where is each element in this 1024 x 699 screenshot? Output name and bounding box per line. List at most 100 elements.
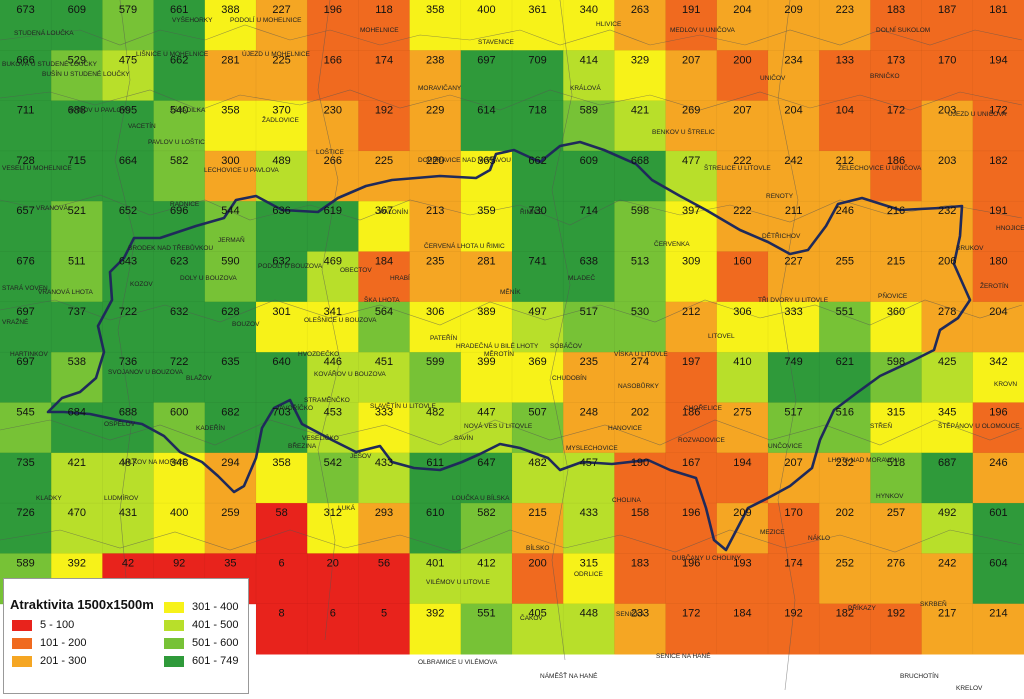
- grid-cell-value: 604: [989, 557, 1007, 569]
- grid-cell: [614, 352, 667, 403]
- place-label: HNOJICE: [996, 225, 1024, 232]
- grid-cell: [102, 452, 155, 504]
- grid-cell: [307, 402, 359, 454]
- grid-cell-value: 341: [324, 306, 342, 318]
- place-label: VESELIČKO: [302, 433, 339, 442]
- grid-cell: [716, 251, 769, 303]
- grid-cell-value: 388: [221, 4, 239, 16]
- grid-cell-value: 248: [580, 407, 598, 419]
- grid-cell: [0, 352, 52, 403]
- grid-cell-value: 196: [989, 407, 1007, 419]
- place-label: PAVLOV U LOŠTIC: [148, 137, 205, 146]
- grid-cell: [307, 352, 359, 403]
- grid-cell: [921, 402, 974, 454]
- grid-cell: [358, 150, 411, 202]
- grid-cell-value: 728: [16, 155, 34, 167]
- grid-cell-value: 640: [272, 356, 290, 368]
- grid-cell-value: 579: [119, 4, 137, 16]
- grid-cell-value: 209: [784, 4, 802, 16]
- grid-cell: [614, 301, 667, 353]
- grid-cell: [972, 251, 1024, 303]
- grid-cell-value: 628: [221, 306, 239, 318]
- place-label: VESELÍ U MOHELNICE: [2, 163, 72, 172]
- grid-cell-value: 204: [733, 4, 751, 16]
- grid-cell-value: 227: [784, 256, 802, 268]
- place-label: MOHELNICE: [360, 27, 399, 34]
- grid-cell-value: 477: [682, 155, 700, 167]
- grid-cell: [972, 201, 1024, 252]
- grid-cell: [716, 301, 769, 353]
- grid-cell: [153, 150, 206, 202]
- grid-cell: [512, 503, 564, 554]
- grid-cell-value: 275: [733, 407, 751, 419]
- grid-cell: [204, 251, 257, 303]
- grid-cell: [563, 402, 615, 454]
- grid-cell: [921, 251, 974, 303]
- grid-cell-value: 392: [426, 608, 444, 620]
- grid-cell-value: 470: [68, 507, 86, 519]
- grid-cell: [972, 150, 1024, 202]
- grid-cell-value: 5: [381, 608, 387, 620]
- grid-cell-value: 730: [528, 205, 546, 217]
- place-label: DOUBRAVICE NAD MORAVOU: [418, 157, 511, 164]
- grid-cell: [563, 201, 615, 252]
- grid-cell: [358, 50, 411, 102]
- grid-cell-value: 457: [580, 457, 598, 469]
- grid-cell-value: 662: [170, 54, 188, 66]
- place-label: BRUCHOTÍN: [900, 671, 939, 680]
- place-label: LOŠTICE: [316, 147, 344, 156]
- grid-cell: [51, 452, 103, 504]
- grid-cell-value: 489: [272, 155, 290, 167]
- grid-cell: [921, 553, 974, 605]
- grid-cell: [409, 452, 462, 504]
- grid-cell: [460, 50, 513, 102]
- grid-cell: [870, 251, 923, 303]
- grid-cell-value: 252: [836, 557, 854, 569]
- grid-cell-value: 682: [221, 407, 239, 419]
- place-label: ÚJEZD U UNIČOVA: [948, 109, 1007, 118]
- grid-cell-value: 6: [279, 557, 285, 569]
- grid-cell-value: 20: [327, 557, 339, 569]
- grid-cell-value: 696: [170, 205, 188, 217]
- grid-cell: [921, 452, 974, 504]
- grid-cell: [768, 553, 820, 605]
- grid-cell: [819, 402, 871, 454]
- grid-cell: [256, 553, 308, 605]
- grid-cell: [204, 301, 257, 353]
- grid-cell: [51, 201, 103, 252]
- place-label: SENIČKA: [616, 609, 645, 618]
- grid-cell: [51, 0, 103, 51]
- grid-cell-value: 209: [733, 507, 751, 519]
- grid-cell-value: 688: [68, 105, 86, 117]
- grid-cell: [870, 0, 923, 51]
- place-label: OLEŠNICE U BOUZOVA: [304, 315, 377, 324]
- place-label: SVINOV U PAVLOVA: [68, 107, 130, 114]
- grid-cell: [256, 402, 308, 454]
- legend-item-class-3: 201 - 300: [12, 655, 86, 667]
- grid-cell: [409, 50, 462, 102]
- grid-cell: [665, 100, 718, 152]
- grid-cell-value: 657: [16, 205, 34, 217]
- place-label: VRANOVÁ: [36, 203, 68, 212]
- grid-cell: [665, 50, 718, 102]
- grid-cell-value: 749: [784, 356, 802, 368]
- grid-cell: [716, 50, 769, 102]
- grid-cell-value: 544: [221, 205, 239, 217]
- grid-cell: [665, 402, 718, 454]
- grid-cell: [819, 201, 871, 252]
- grid-cell: [512, 452, 564, 504]
- grid-cell-value: 518: [887, 457, 905, 469]
- grid-cell: [563, 352, 615, 403]
- place-label: DĚTŘICHOV: [762, 231, 801, 240]
- grid-cell-value: 358: [221, 105, 239, 117]
- place-label: KOVÁŘOV U BOUZOVA: [314, 369, 386, 378]
- place-label: DOLNÍ SUKOLOM: [876, 25, 930, 34]
- grid-cell: [153, 503, 206, 554]
- grid-cell: [614, 100, 667, 152]
- place-label: SENICE NA HANÉ: [656, 651, 711, 660]
- place-label: PŘÍKAZY: [848, 603, 876, 612]
- grid-cell: [768, 150, 820, 202]
- grid-cell: [256, 301, 308, 353]
- place-label: BLAŽOV: [186, 373, 212, 382]
- grid-cell: [358, 402, 411, 454]
